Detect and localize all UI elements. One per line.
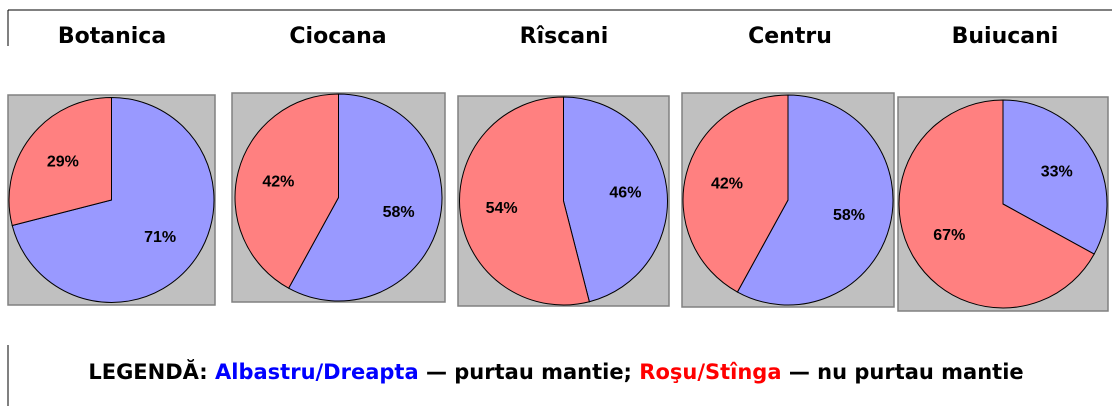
pie-slice — [1002, 99, 1108, 255]
pie-slice — [11, 96, 215, 303]
data-label: 42% — [262, 173, 294, 190]
data-label: 71% — [144, 229, 176, 246]
chart-title: Botanica — [58, 24, 166, 49]
data-label: 67% — [933, 227, 965, 244]
pie-slice — [234, 93, 339, 289]
chart-title: Ciocana — [289, 24, 386, 49]
pie-slice — [459, 96, 590, 306]
data-label: 42% — [711, 176, 743, 193]
pie-slice — [287, 93, 443, 302]
data-label: 58% — [833, 207, 865, 224]
legend-item-name: Roşu/Stînga — [639, 360, 782, 384]
pie-slice — [682, 94, 789, 293]
legend-label: LEGENDĂ: — [88, 360, 208, 384]
data-label: 58% — [383, 204, 415, 221]
chart-title: Centru — [748, 24, 832, 49]
legend-item-text: — nu purtau mantie — [788, 360, 1024, 384]
legend-item-text: — purtau mantie; — [425, 360, 632, 384]
legend-item-name: Albastru/Dreapta — [215, 360, 419, 384]
chart-title: Rîscani — [520, 24, 609, 49]
pie-slice — [898, 99, 1095, 309]
data-label: 33% — [1041, 163, 1073, 180]
pie-slice — [8, 96, 112, 227]
chart-title: Buiucani — [952, 24, 1059, 49]
legend: LEGENDĂ: Albastru/Dreapta — purtau manti… — [60, 360, 1052, 384]
data-label: 46% — [609, 184, 641, 201]
data-label: 54% — [486, 200, 518, 217]
data-label: 29% — [47, 154, 79, 171]
pie-slice — [563, 96, 668, 303]
pie-slice — [736, 94, 894, 306]
